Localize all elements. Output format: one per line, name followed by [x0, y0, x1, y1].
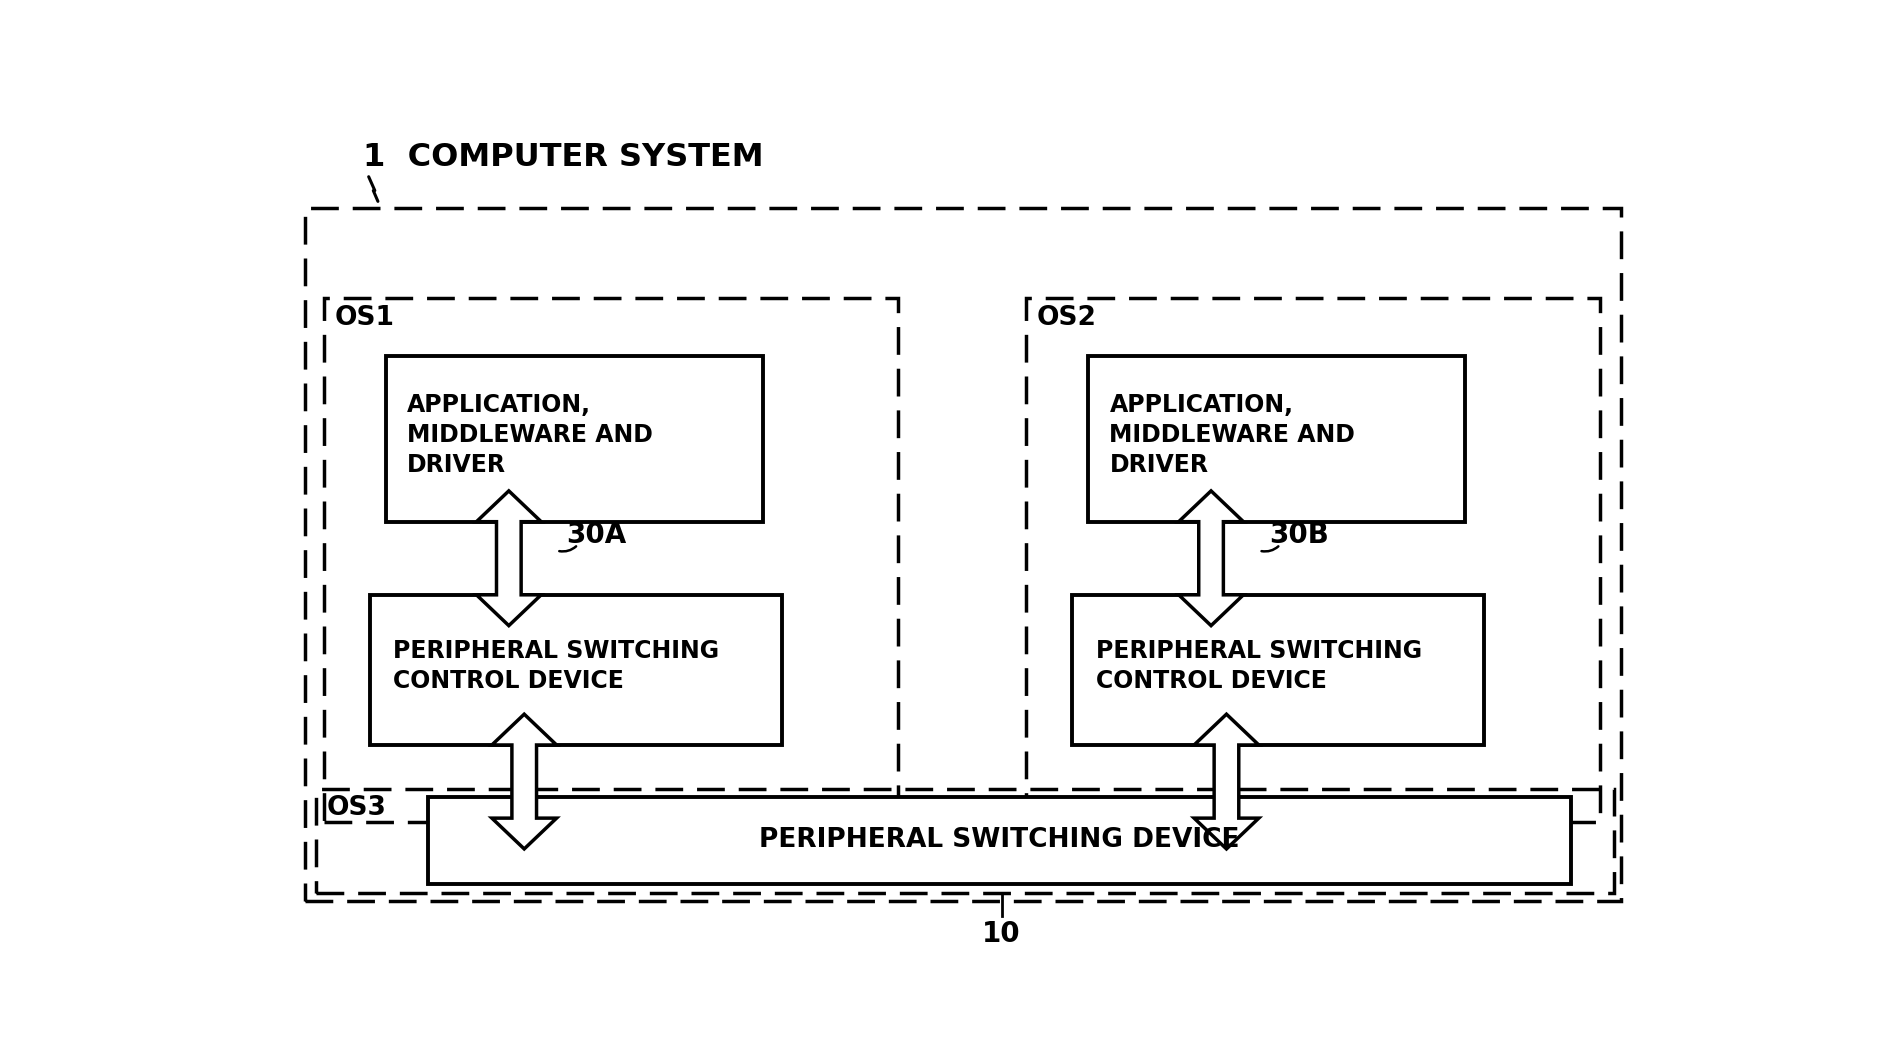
Bar — [385, 356, 762, 521]
Bar — [317, 789, 1614, 893]
Polygon shape — [492, 714, 557, 849]
Text: 1  COMPUTER SYSTEM: 1 COMPUTER SYSTEM — [362, 142, 764, 173]
Bar — [1027, 298, 1599, 822]
Text: APPLICATION,
MIDDLEWARE AND
DRIVER: APPLICATION, MIDDLEWARE AND DRIVER — [407, 393, 653, 477]
Text: OS1: OS1 — [334, 305, 394, 330]
Bar — [1072, 595, 1485, 744]
Text: OS2: OS2 — [1036, 305, 1096, 330]
Polygon shape — [477, 491, 541, 626]
Bar — [428, 796, 1571, 884]
Polygon shape — [1194, 714, 1259, 849]
Text: 30B: 30B — [1269, 521, 1329, 549]
Text: PERIPHERAL SWITCHING
CONTROL DEVICE: PERIPHERAL SWITCHING CONTROL DEVICE — [394, 639, 719, 692]
Bar — [304, 207, 1622, 901]
Bar — [370, 595, 783, 744]
Text: PERIPHERAL SWITCHING DEVICE: PERIPHERAL SWITCHING DEVICE — [760, 827, 1241, 853]
Bar — [325, 298, 897, 822]
Text: OS3: OS3 — [327, 795, 387, 821]
Text: 30A: 30A — [567, 521, 627, 549]
Text: APPLICATION,
MIDDLEWARE AND
DRIVER: APPLICATION, MIDDLEWARE AND DRIVER — [1109, 393, 1355, 477]
Polygon shape — [1179, 491, 1243, 626]
Bar — [1089, 356, 1466, 521]
Text: 10: 10 — [982, 920, 1021, 947]
Text: PERIPHERAL SWITCHING
CONTROL DEVICE: PERIPHERAL SWITCHING CONTROL DEVICE — [1096, 639, 1421, 692]
